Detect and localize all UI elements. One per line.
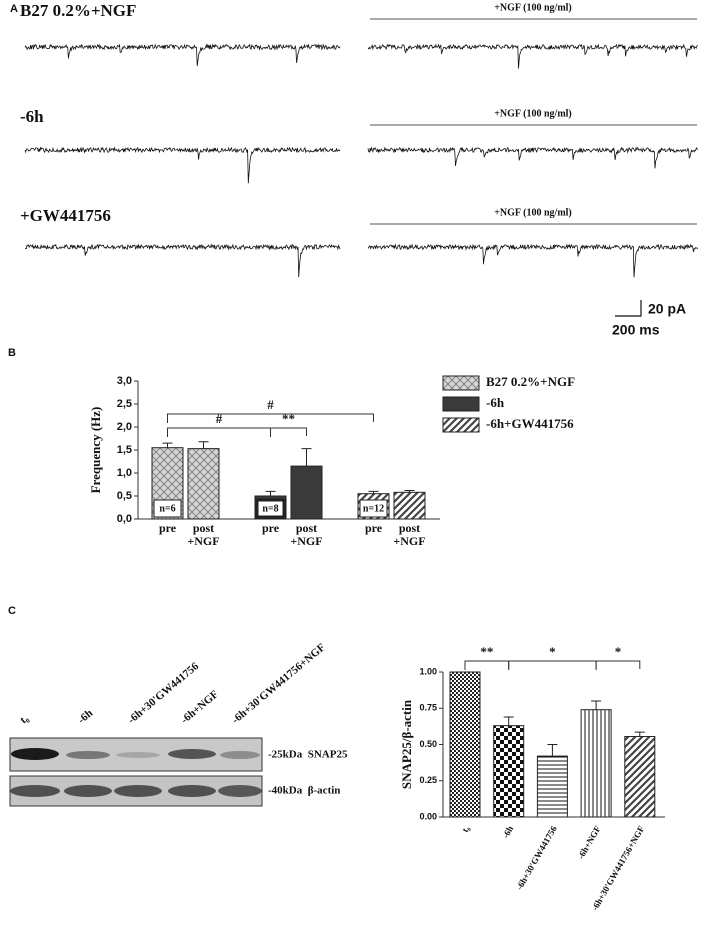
legend-label: -6h [486, 395, 505, 410]
x-tick-label: pre [158, 521, 177, 535]
trace [367, 43, 698, 69]
y-tick-label: 2,0 [117, 421, 132, 433]
panel-label: C [8, 605, 16, 617]
n-label: n=12 [363, 503, 384, 514]
lane-label: -6h+30'GW441756+NGF [230, 641, 328, 726]
x-tick-label: post +NGF [393, 521, 426, 548]
y-tick-label: 1,0 [117, 467, 132, 479]
significance-bracket [167, 413, 374, 423]
y-tick-label: 0.75 [419, 703, 437, 713]
y-tick-label: 1,5 [117, 444, 132, 456]
bar [624, 736, 656, 818]
y-tick-label: 0,0 [117, 513, 132, 525]
y-tick-label: 0.25 [419, 775, 437, 785]
bar [493, 725, 525, 818]
bar [536, 755, 568, 818]
bar [449, 671, 481, 818]
treatment-label: +NGF (100 ng/ml) [494, 108, 572, 119]
significance-bracket [270, 427, 307, 437]
lane-label: t₀ [18, 712, 32, 726]
trace [24, 243, 341, 278]
blot-row-label: -25kDa SNAP25 [268, 749, 348, 761]
legend-swatch [442, 396, 480, 412]
x-tick-label: post +NGF [290, 521, 323, 548]
x-tick-label: -6h+NGF [576, 824, 603, 861]
trace [24, 43, 341, 66]
x-tick-label: -6h+30'GW441756 [514, 824, 559, 892]
n-label: n=6 [159, 503, 175, 514]
x-tick-label: pre [261, 521, 280, 535]
significance-label: ** [480, 644, 493, 659]
x-tick-label: t₀ [460, 824, 472, 834]
error-bar [368, 490, 379, 494]
significance-bracket [167, 427, 271, 437]
x-tick-label: -6h+30'GW441756+NGF [590, 824, 647, 913]
condition-label: +GW441756 [20, 206, 111, 225]
condition-label: B27 0.2%+NGF [20, 1, 136, 20]
bar [290, 465, 323, 520]
y-tick-label: 2,5 [117, 398, 132, 410]
bar [393, 491, 426, 520]
y-tick-label: 0.50 [419, 739, 437, 749]
error-bar [198, 441, 209, 449]
x-tick-label: post +NGF [187, 521, 220, 548]
y-tick-label: 0.00 [419, 811, 437, 821]
error-bar [634, 731, 645, 737]
significance-bracket [508, 660, 597, 670]
trace [367, 146, 699, 169]
treatment-label: +NGF (100 ng/ml) [494, 2, 572, 13]
y-axis-title: Frequency (Hz) [88, 407, 103, 494]
error-bar [265, 490, 276, 496]
y-tick-label: 0,5 [117, 490, 132, 502]
n-label: n=8 [262, 503, 278, 514]
significance-bracket [595, 660, 641, 670]
panel-label: B [8, 347, 16, 359]
error-bar [503, 716, 514, 726]
bar [580, 709, 612, 818]
condition-label: -6h [20, 107, 44, 126]
lane-label: -6h+NGF [179, 688, 221, 726]
error-bar [162, 442, 173, 448]
significance-label: * [549, 644, 556, 659]
significance-label: * [615, 644, 622, 659]
treatment-label: +NGF (100 ng/ml) [494, 207, 572, 218]
scale-bar [615, 300, 642, 317]
blot-bands [10, 748, 262, 797]
legend-label: B27 0.2%+NGF [486, 374, 575, 389]
n-label-box [255, 498, 286, 519]
bar [187, 448, 220, 520]
trace [367, 243, 699, 278]
scale-bar-y: 20 pA [648, 301, 686, 317]
lane-label: -6h [76, 707, 95, 726]
blot-row-label: -40kDa β-actin [268, 785, 340, 797]
n-label-box [359, 499, 388, 518]
y-tick-label: 1.00 [419, 666, 437, 676]
legend-label: -6h+GW441756 [486, 416, 574, 431]
significance-label: # [267, 397, 274, 412]
legend-swatch [442, 417, 480, 433]
n-label-box [153, 499, 182, 518]
y-tick-label: 3,0 [117, 375, 132, 387]
trace [24, 146, 341, 184]
error-bar [301, 448, 312, 467]
error-bar [591, 700, 602, 710]
scale-bar-x: 200 ms [612, 322, 660, 338]
significance-bracket [464, 660, 510, 670]
x-tick-label: -6h [500, 824, 515, 840]
error-bar [547, 744, 558, 757]
panel-label: A [10, 3, 18, 15]
x-tick-label: pre [364, 521, 383, 535]
significance-label: ** [282, 411, 295, 426]
y-axis-title: SNAP25/β-actin [399, 699, 414, 789]
error-bar [404, 489, 415, 493]
legend-swatch [442, 375, 480, 391]
significance-label: # [216, 411, 223, 426]
